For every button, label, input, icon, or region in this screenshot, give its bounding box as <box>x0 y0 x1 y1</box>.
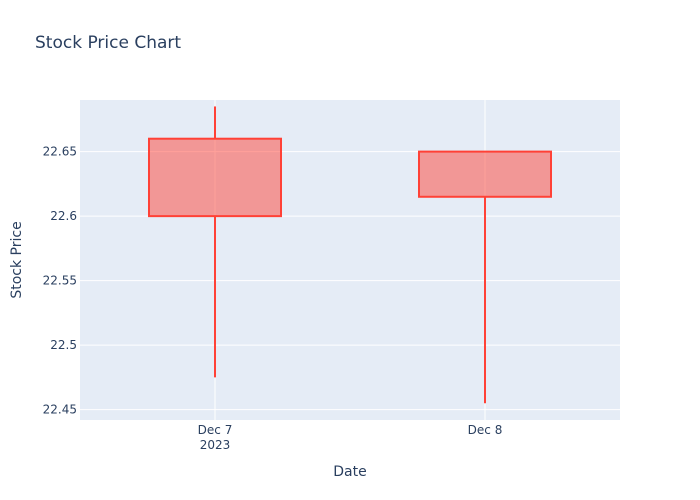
y-axis-title: Stock Price <box>9 221 25 298</box>
candles <box>148 106 552 404</box>
y-tick-label: 22.45 <box>43 403 77 417</box>
y-tick-label: 22.6 <box>50 209 77 223</box>
y-axis-ticks: 22.45 22.5 22.55 22.6 22.65 <box>43 145 77 417</box>
x-axis-ticks: Dec 7 2023 Dec 8 <box>198 423 503 452</box>
x-tick-label: Dec 8 <box>468 423 503 437</box>
candle <box>148 106 282 378</box>
y-tick-label: 22.55 <box>43 274 77 288</box>
candle-body <box>418 150 552 198</box>
x-axis-title: Date <box>333 464 366 480</box>
chart-title: Stock Price Chart <box>35 33 182 53</box>
x-tick-label: Dec 7 2023 <box>198 423 233 452</box>
y-tick-label: 22.65 <box>43 145 77 159</box>
candle-body <box>148 137 282 218</box>
candle <box>418 150 552 404</box>
y-tick-label: 22.5 <box>50 338 77 352</box>
